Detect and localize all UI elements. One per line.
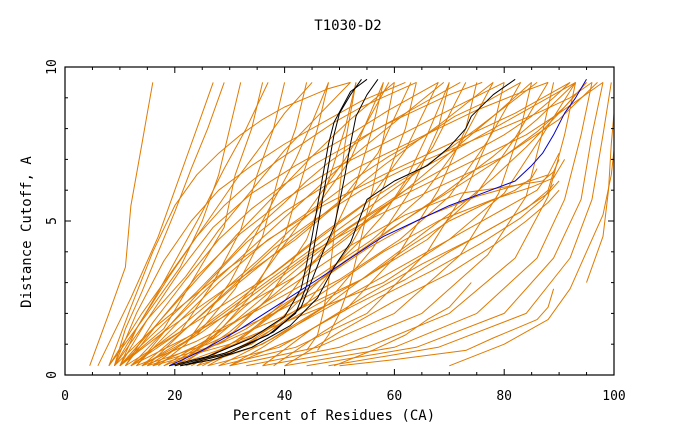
model-line [339,288,555,367]
model-line [146,81,593,367]
model-line [136,82,494,367]
x-axis-label: Percent of Residues (CA) [233,408,435,424]
model-line [174,82,571,367]
model-line [306,82,357,351]
model-line [163,82,357,367]
model-line [449,150,615,367]
tick-label: 20 [167,389,183,404]
model-line [141,82,522,367]
model-line [119,82,264,367]
tick-label: 0 [61,389,69,404]
tick-label: 40 [277,389,293,404]
model-line [114,82,384,367]
model-line [108,81,351,366]
model-line [119,81,461,367]
model-line [113,81,406,366]
model-line [284,82,593,367]
model-line [97,82,214,367]
model-line [174,81,604,367]
model-line [136,81,549,367]
tick-label: 80 [496,389,512,404]
model-line [273,183,555,367]
tick-label: 100 [602,389,625,404]
model-line [108,82,313,367]
model-line [119,82,269,367]
best-model-line [169,79,587,367]
model-line [147,82,549,367]
model-line [141,81,576,367]
model-line [328,82,612,367]
model-line [262,82,577,367]
chart-title: T1030-D2 [314,18,381,34]
model-line [180,82,532,367]
model-line [169,82,390,367]
model-line [124,81,483,367]
model-line [191,82,576,367]
model-line [306,82,604,367]
tick-label: 60 [387,389,403,404]
model-line [136,81,571,367]
model-line [89,82,154,366]
model-line [130,82,445,367]
y-axis-label: Distance Cutoff, A [19,156,35,308]
model-line [317,82,395,351]
model-line [229,171,555,367]
highlight-model-line [180,79,379,367]
tick-label: 5 [45,217,60,225]
highlight-model-line [169,78,368,367]
tick-label: 10 [45,59,60,75]
model-line [152,82,577,367]
axis-ticks: 0 20 40 60 80 100 0 5 10 [45,59,626,404]
model-line [125,82,439,367]
model-line [229,82,587,367]
model-line [157,82,329,367]
model-line [333,282,472,367]
model-line [218,174,549,367]
model-line [284,189,560,367]
model-line [119,81,439,367]
model-line [207,82,450,367]
model-line [152,82,329,367]
highlight-model-line [180,78,516,367]
model-line [113,81,417,367]
model-line [108,82,242,367]
model-line [246,82,555,367]
model-line [113,82,225,366]
model-line [185,159,566,367]
model-line [125,81,505,367]
plot-area [89,78,615,367]
tick-label: 0 [45,371,60,379]
